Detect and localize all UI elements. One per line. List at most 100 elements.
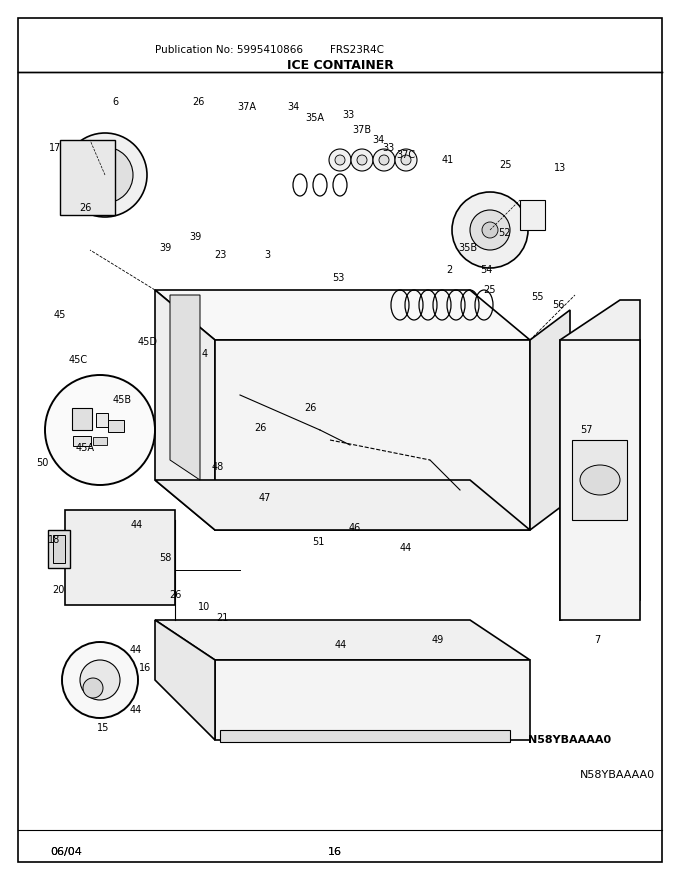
Text: 44: 44 bbox=[400, 543, 412, 553]
Text: 26: 26 bbox=[169, 590, 181, 600]
Bar bbox=[220, 730, 510, 742]
Text: 35A: 35A bbox=[305, 113, 324, 123]
Circle shape bbox=[83, 678, 103, 698]
Circle shape bbox=[80, 660, 120, 700]
Text: 20: 20 bbox=[52, 585, 64, 595]
Text: 44: 44 bbox=[131, 520, 143, 530]
Bar bbox=[520, 200, 545, 230]
Text: 6: 6 bbox=[112, 97, 118, 107]
Circle shape bbox=[77, 147, 133, 203]
Text: 7: 7 bbox=[594, 635, 600, 645]
Text: 48: 48 bbox=[212, 462, 224, 472]
Circle shape bbox=[482, 222, 498, 238]
Text: 33: 33 bbox=[382, 143, 394, 153]
Circle shape bbox=[351, 149, 373, 171]
Bar bbox=[65, 510, 175, 605]
Text: 45B: 45B bbox=[112, 395, 131, 405]
Text: 56: 56 bbox=[551, 300, 564, 310]
Text: 06/04: 06/04 bbox=[50, 847, 82, 857]
Text: 26: 26 bbox=[254, 423, 266, 433]
Text: 45A: 45A bbox=[75, 443, 95, 453]
Text: 52: 52 bbox=[498, 228, 510, 238]
Text: 51: 51 bbox=[312, 537, 324, 547]
Text: N58YBAAAA0: N58YBAAAA0 bbox=[528, 735, 611, 745]
Text: 45: 45 bbox=[54, 310, 66, 320]
Bar bbox=[93, 437, 107, 445]
Circle shape bbox=[329, 149, 351, 171]
Circle shape bbox=[373, 149, 395, 171]
Text: N58YBAAAA0: N58YBAAAA0 bbox=[580, 770, 655, 780]
Text: 34: 34 bbox=[287, 102, 299, 112]
Circle shape bbox=[357, 155, 367, 165]
Bar bbox=[560, 340, 640, 620]
Ellipse shape bbox=[580, 465, 620, 495]
Text: Publication No: 5995410866: Publication No: 5995410866 bbox=[155, 45, 303, 55]
Text: 49: 49 bbox=[432, 635, 444, 645]
Text: 39: 39 bbox=[189, 232, 201, 242]
Text: 37C: 37C bbox=[396, 150, 415, 160]
Text: 41: 41 bbox=[442, 155, 454, 165]
Text: 44: 44 bbox=[335, 640, 347, 650]
Text: 06/04: 06/04 bbox=[50, 847, 82, 857]
Text: 50: 50 bbox=[36, 458, 48, 468]
Polygon shape bbox=[155, 620, 215, 740]
Circle shape bbox=[45, 375, 155, 485]
Bar bbox=[60, 140, 115, 215]
Text: 55: 55 bbox=[531, 292, 543, 302]
Text: 57: 57 bbox=[580, 425, 592, 435]
Text: 37A: 37A bbox=[237, 102, 256, 112]
Polygon shape bbox=[155, 290, 530, 340]
Text: 35B: 35B bbox=[458, 243, 477, 253]
Circle shape bbox=[395, 149, 417, 171]
Text: 26: 26 bbox=[304, 403, 316, 413]
Text: 10: 10 bbox=[198, 602, 210, 612]
Circle shape bbox=[95, 165, 115, 185]
Polygon shape bbox=[215, 660, 530, 740]
Text: 34: 34 bbox=[372, 135, 384, 145]
Text: 2: 2 bbox=[446, 265, 452, 275]
Text: 46: 46 bbox=[349, 523, 361, 533]
Circle shape bbox=[335, 155, 345, 165]
Text: FRS23R4C: FRS23R4C bbox=[330, 45, 384, 55]
Text: 23: 23 bbox=[214, 250, 226, 260]
Text: 25: 25 bbox=[498, 160, 511, 170]
Text: 58: 58 bbox=[159, 553, 171, 563]
Circle shape bbox=[401, 155, 411, 165]
Polygon shape bbox=[155, 290, 215, 530]
Text: 54: 54 bbox=[480, 265, 492, 275]
Polygon shape bbox=[155, 620, 530, 660]
Text: 13: 13 bbox=[554, 163, 566, 173]
Text: 16: 16 bbox=[139, 663, 151, 673]
Text: 39: 39 bbox=[159, 243, 171, 253]
Polygon shape bbox=[530, 310, 570, 530]
Text: 37B: 37B bbox=[352, 125, 371, 135]
Text: 53: 53 bbox=[332, 273, 344, 283]
Text: 44: 44 bbox=[130, 645, 142, 655]
Text: 15: 15 bbox=[97, 723, 109, 733]
Text: 45C: 45C bbox=[69, 355, 88, 365]
Text: 3: 3 bbox=[264, 250, 270, 260]
Text: 45D: 45D bbox=[138, 337, 158, 347]
Text: 47: 47 bbox=[259, 493, 271, 503]
Bar bbox=[72, 408, 92, 430]
Polygon shape bbox=[170, 295, 200, 480]
Text: 18: 18 bbox=[48, 535, 60, 545]
Bar bbox=[48, 530, 70, 568]
Polygon shape bbox=[560, 300, 640, 620]
Circle shape bbox=[62, 642, 138, 718]
Text: 44: 44 bbox=[130, 705, 142, 715]
Bar bbox=[96, 413, 108, 427]
Text: 33: 33 bbox=[342, 110, 354, 120]
Text: 25: 25 bbox=[483, 285, 496, 295]
Text: 4: 4 bbox=[202, 349, 208, 359]
Circle shape bbox=[470, 210, 510, 250]
Circle shape bbox=[63, 133, 147, 217]
Polygon shape bbox=[155, 480, 530, 530]
Bar bbox=[108, 420, 124, 432]
Bar bbox=[73, 436, 91, 446]
Text: 17: 17 bbox=[49, 143, 61, 153]
Circle shape bbox=[379, 155, 389, 165]
Text: 21: 21 bbox=[216, 613, 228, 623]
Text: 16: 16 bbox=[328, 847, 342, 857]
Text: ICE CONTAINER: ICE CONTAINER bbox=[286, 58, 394, 71]
